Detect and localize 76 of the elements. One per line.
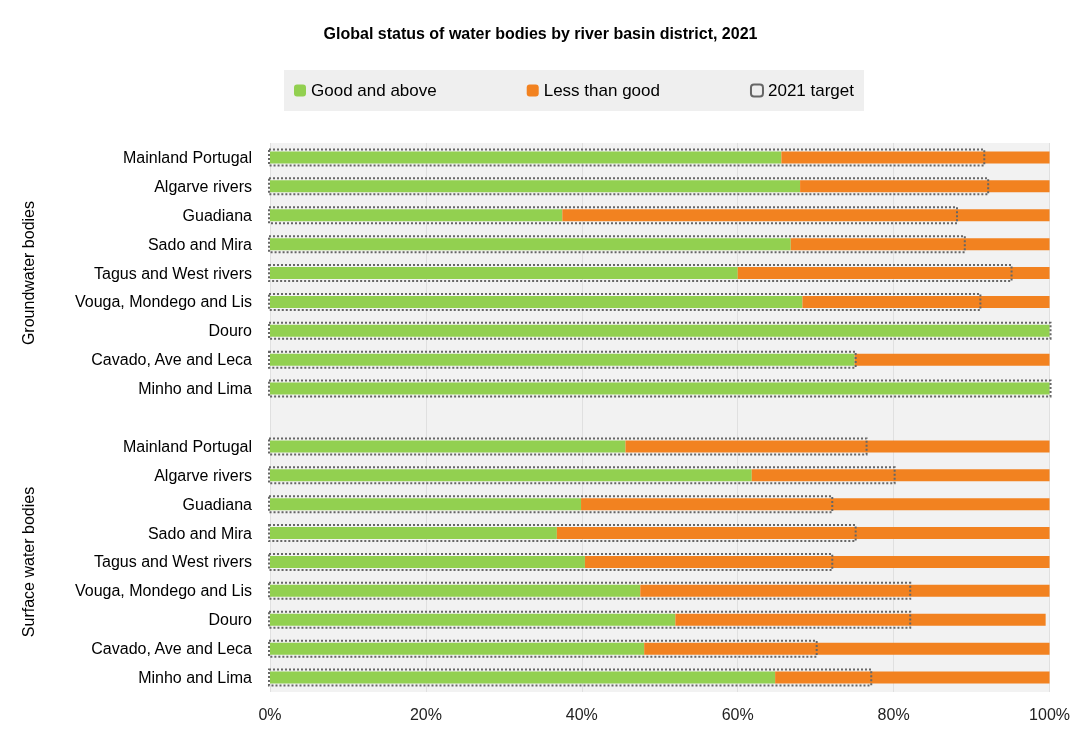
bar [268,610,912,629]
bar [268,581,912,600]
bar [562,209,1050,222]
legend-label: Good and above [311,81,437,100]
bar [268,552,834,571]
bar [556,527,1050,540]
bar [268,264,1013,283]
bar [268,466,896,485]
y-tick-label: Algarve rivers [154,177,252,195]
bar [270,440,626,453]
bar [268,148,986,167]
bar [800,180,1050,193]
bar [268,292,982,311]
y-tick-label: Douro [208,322,253,340]
y-tick-label: Tagus and West rivers [94,553,252,571]
x-tick-label: 40% [565,705,598,723]
y-tick-label: Guadiana [182,206,253,224]
bar [802,295,1050,308]
bar [737,267,1050,280]
x-tick-label: 0% [258,705,282,723]
bar [270,584,641,597]
legend-label: 2021 target [767,81,855,100]
bar [775,671,1050,684]
bar [270,613,676,626]
bar [270,238,791,251]
text: Surface water bodies [19,486,37,638]
bar [584,555,1050,568]
bar [270,498,582,511]
text: Groundwater bodies [19,200,37,346]
bar [268,639,818,658]
bar [268,524,857,543]
x-tick-label: 100% [1029,705,1070,723]
y-tick-label: Cavado, Ave and Leca [91,640,253,658]
bar [270,671,776,684]
bar [268,495,834,514]
y-tick-label: Minho and Lima [138,669,253,687]
y-tick-label: Douro [208,611,253,629]
bar [268,177,990,196]
bar [790,238,1050,251]
y-tick-label: Vouga, Mondego and Lis [74,582,252,600]
bar [781,151,1050,164]
y-tick-label: Minho and Lima [138,380,253,398]
y-tick-label: Mainland Portugal [123,437,252,455]
bar [268,668,873,687]
bar [268,437,868,456]
y-tick-label: Tagus and West rivers [94,264,252,282]
bar [268,206,958,225]
bar [270,180,801,193]
bar [270,642,645,655]
bar [675,613,1046,626]
bar [751,469,1050,482]
bar [625,440,1050,453]
bar [644,642,1050,655]
bar [270,555,585,568]
y-tick-label: Sado and Mira [147,235,253,253]
y-tick-label: Guadiana [182,495,253,513]
bar [270,527,557,540]
bar [270,295,803,308]
legend-label: Less than good [543,81,660,100]
chart-title: Global status of water bodies by river basin district, 2021 [323,24,758,42]
y-tick-label: Mainland Portugal [123,148,252,166]
bar [270,469,752,482]
bar [268,235,966,254]
bar [270,151,782,164]
bar [270,267,738,280]
bar [640,584,1050,597]
y-tick-label: Vouga, Mondego and Lis [74,293,252,311]
y-tick-label: Cavado, Ave and Leca [91,351,253,369]
x-tick-label: 20% [409,705,442,723]
x-tick-label: 60% [721,705,754,723]
bar [270,209,563,222]
x-tick-label: 80% [877,705,910,723]
y-tick-label: Algarve rivers [154,466,252,484]
bar [854,353,1050,366]
bar [581,498,1050,511]
y-tick-label: Sado and Mira [147,524,253,542]
